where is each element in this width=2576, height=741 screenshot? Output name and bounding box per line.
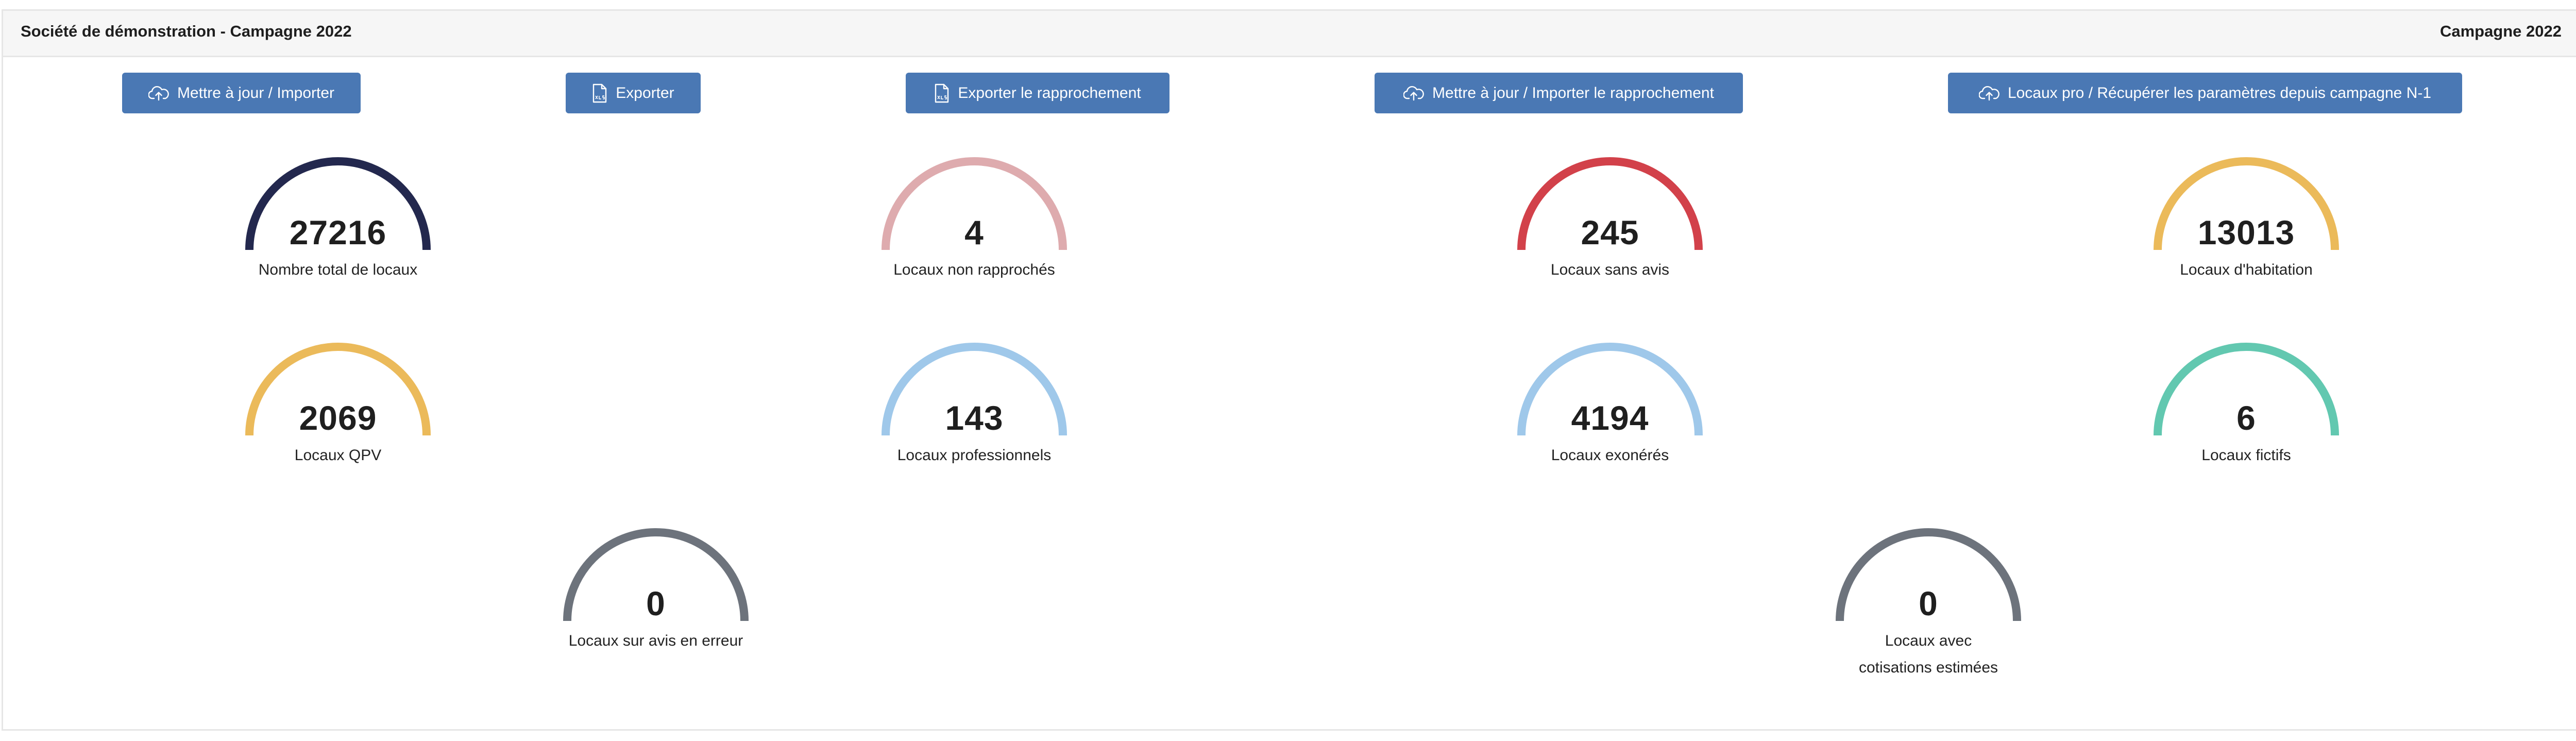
update-import-reconciliation-button[interactable]: Mettre à jour / Importer le rapprochemen… — [1375, 73, 1743, 113]
gauge-unreconciled: 4 Locaux non rapprochés — [871, 155, 1077, 278]
cloud-upload-icon — [1403, 86, 1424, 100]
page-title: Société de démonstration - Campagne 2022 — [21, 22, 352, 40]
campaign-label: Campagne 2022 — [2439, 22, 2562, 40]
update-import-label: Mettre à jour / Importer — [177, 84, 335, 102]
export-reconciliation-label: Exporter le rapprochement — [958, 84, 1141, 102]
gauge-arc — [245, 157, 431, 250]
update-import-reconciliation-label: Mettre à jour / Importer le rapprochemen… — [1432, 84, 1714, 102]
gauge-arc — [2154, 157, 2339, 250]
gauge-value: 0 — [1919, 584, 1938, 622]
gauge-arc — [1836, 528, 2021, 621]
gauge-label: Locaux QPV — [294, 447, 382, 464]
export-button[interactable]: Exporter — [566, 73, 701, 113]
gauge-label: Locaux fictifs — [2201, 447, 2291, 464]
gauge-label: Locaux professionnels — [897, 447, 1052, 464]
export-label: Exporter — [616, 84, 674, 102]
xls-file-icon — [935, 83, 949, 103]
gauge-value: 4194 — [1571, 399, 1649, 437]
gauge-label: Locaux avec cotisations estimées — [1858, 632, 1998, 676]
gauge-label: Locaux exonérés — [1551, 447, 1669, 464]
gauge-total-premises: 27216 Nombre total de locaux — [235, 155, 441, 278]
gauge-professional: 143 Locaux professionnels — [871, 340, 1077, 464]
gauge-notice-error: 0 Locaux sur avis en erreur — [553, 526, 759, 649]
cloud-upload-icon — [148, 86, 169, 100]
gauge-label: Locaux sur avis en erreur — [568, 632, 743, 649]
gauge-label: Locaux non rapprochés — [893, 261, 1055, 278]
pro-premises-fetch-params-label: Locaux pro / Récupérer les paramètres de… — [2007, 84, 2432, 102]
gauge-arc — [1517, 343, 1703, 436]
gauge-value: 27216 — [289, 213, 387, 251]
gauge-qpv: 2069 Locaux QPV — [235, 340, 441, 464]
campaign-panel: Société de démonstration - Campagne 2022… — [2, 9, 2576, 731]
gauge-label: Locaux d'habitation — [2180, 261, 2313, 278]
gauge-arc — [245, 343, 431, 436]
gauge-residential: 13013 Locaux d'habitation — [2143, 155, 2349, 278]
gauge-value: 6 — [2236, 399, 2256, 437]
gauge-value: 2069 — [299, 399, 377, 437]
panel-header: Société de démonstration - Campagne 2022… — [3, 11, 2576, 57]
gauge-arc — [563, 528, 749, 621]
xls-file-icon — [593, 83, 607, 103]
gauge-value: 13013 — [2197, 213, 2295, 251]
gauge-arc — [2154, 343, 2339, 436]
gauge-value: 4 — [964, 213, 984, 251]
gauge-value: 245 — [1581, 213, 1639, 251]
gauge-arc — [882, 157, 1067, 250]
gauge-estimated-contributions: 0 Locaux avec cotisations estimées — [1825, 526, 2031, 676]
pro-premises-fetch-params-button[interactable]: Locaux pro / Récupérer les paramètres de… — [1948, 73, 2462, 113]
gauge-value: 143 — [945, 399, 1004, 437]
gauge-label: Nombre total de locaux — [258, 261, 418, 278]
gauge-arc — [1517, 157, 1703, 250]
update-import-button[interactable]: Mettre à jour / Importer — [122, 73, 361, 113]
gauge-label: Locaux sans avis — [1550, 261, 1670, 278]
cloud-upload-icon — [1978, 86, 1999, 100]
gauge-fictitious: 6 Locaux fictifs — [2143, 340, 2349, 464]
gauge-exempt: 4194 Locaux exonérés — [1507, 340, 1713, 464]
export-reconciliation-button[interactable]: Exporter le rapprochement — [906, 73, 1170, 113]
gauge-without-notice: 245 Locaux sans avis — [1507, 155, 1713, 278]
gauge-arc — [882, 343, 1067, 436]
gauge-value: 0 — [646, 584, 666, 622]
